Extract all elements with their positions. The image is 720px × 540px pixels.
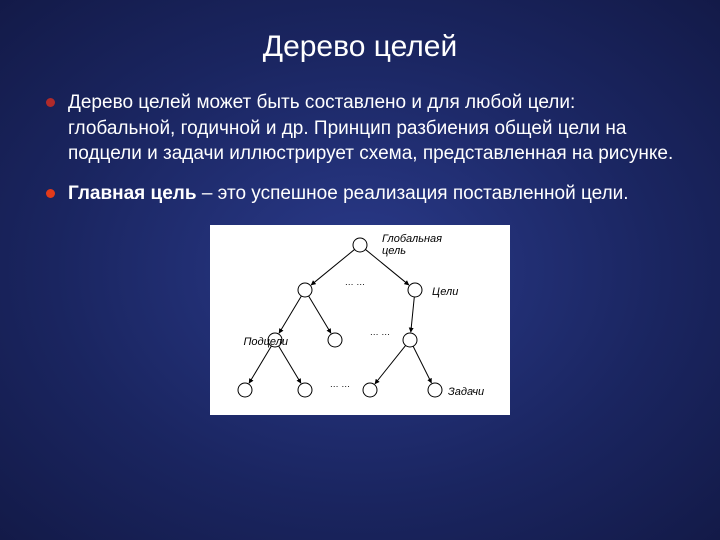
tree-node — [408, 283, 422, 297]
tree-node — [403, 333, 417, 347]
tree-node — [353, 238, 367, 252]
goal-tree-diagram: Глобальнаяцель Цели Подцели Задачи … … … … … … — [210, 225, 510, 415]
bullet-bold-text: Главная цель — [68, 183, 197, 204]
tree-edge — [249, 346, 271, 383]
slide-title: Дерево целей — [40, 30, 680, 64]
bullet-rest-text: – это успешное реализация поставленной ц… — [197, 183, 629, 204]
tree-node — [428, 383, 442, 397]
tree-edge — [413, 346, 431, 383]
diagram-svg: Глобальнаяцель Цели Подцели Задачи … … … … … … — [210, 225, 510, 415]
tree-node — [363, 383, 377, 397]
tree-label: цель — [382, 245, 406, 257]
bullet-item-1: Дерево целей может быть составлено и для… — [40, 90, 680, 167]
tree-node — [298, 383, 312, 397]
tree-edge — [279, 346, 301, 383]
tree-edge — [411, 297, 415, 332]
tree-label: Цели — [432, 286, 458, 298]
tree-ellipsis: … … — [370, 327, 391, 337]
bullet-list: Дерево целей может быть составлено и для… — [40, 90, 680, 207]
tree-node — [328, 333, 342, 347]
tree-node — [298, 283, 312, 297]
tree-edge — [375, 345, 406, 383]
tree-label: Глобальная — [382, 233, 442, 245]
diagram-container: Глобальнаяцель Цели Подцели Задачи … … … … … … — [40, 225, 680, 415]
tree-ellipsis: … … — [330, 379, 351, 389]
bullet-item-2: Главная цель – это успешное реализация п… — [40, 181, 680, 207]
tree-edge — [279, 296, 301, 333]
slide: Дерево целей Дерево целей может быть сос… — [0, 0, 720, 540]
tree-label: Подцели — [243, 336, 288, 348]
tree-edge — [309, 296, 331, 333]
bullet-text: Дерево целей может быть составлено и для… — [68, 92, 673, 164]
tree-ellipsis: … … — [345, 277, 366, 287]
tree-label: Задачи — [448, 386, 484, 398]
tree-node — [238, 383, 252, 397]
